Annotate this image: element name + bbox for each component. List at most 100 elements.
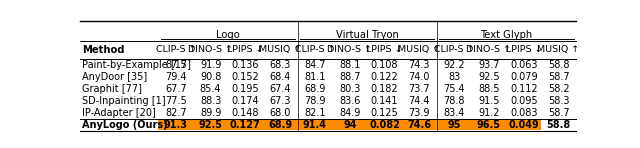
- Text: 83: 83: [448, 72, 460, 82]
- Text: 75.4: 75.4: [444, 84, 465, 94]
- Text: DINO-S ↑: DINO-S ↑: [467, 45, 511, 54]
- Text: 68.4: 68.4: [269, 72, 291, 82]
- Text: 91.5: 91.5: [478, 96, 500, 106]
- Text: 91.4: 91.4: [303, 120, 327, 130]
- Text: 90.8: 90.8: [200, 72, 221, 82]
- Text: 58.2: 58.2: [548, 84, 570, 94]
- Text: 80.3: 80.3: [339, 84, 360, 94]
- Text: DINO-S ↑: DINO-S ↑: [188, 45, 233, 54]
- Text: 89.9: 89.9: [200, 108, 221, 118]
- Text: 0.108: 0.108: [371, 60, 398, 70]
- Text: LPIPS ↓: LPIPS ↓: [366, 45, 403, 54]
- Text: 91.9: 91.9: [200, 60, 221, 70]
- Text: 92.5: 92.5: [198, 120, 223, 130]
- Bar: [298, 119, 332, 130]
- Text: 91.2: 91.2: [478, 108, 500, 118]
- Text: 0.136: 0.136: [232, 60, 259, 70]
- Text: MUSIQ ↑: MUSIQ ↑: [259, 45, 301, 54]
- Text: AnyLogo (Ours): AnyLogo (Ours): [82, 120, 168, 130]
- Text: 67.4: 67.4: [269, 84, 291, 94]
- Bar: [193, 119, 228, 130]
- Text: Virtual Tryon: Virtual Tryon: [336, 30, 399, 40]
- Text: Method: Method: [82, 45, 125, 55]
- Bar: [506, 119, 541, 130]
- Text: 0.125: 0.125: [371, 108, 399, 118]
- Text: 88.5: 88.5: [478, 84, 500, 94]
- Bar: [367, 119, 402, 130]
- Text: DINO-S ↑: DINO-S ↑: [327, 45, 372, 54]
- Text: Graphit [77]: Graphit [77]: [82, 84, 142, 94]
- Text: 0.174: 0.174: [232, 96, 259, 106]
- Text: 96.5: 96.5: [477, 120, 501, 130]
- Text: CLIP-S ↑: CLIP-S ↑: [156, 45, 196, 54]
- Text: 87.5: 87.5: [165, 60, 187, 70]
- Text: 0.063: 0.063: [510, 60, 538, 70]
- Text: 68.9: 68.9: [268, 120, 292, 130]
- Text: 92.2: 92.2: [444, 60, 465, 70]
- Text: 58.7: 58.7: [548, 108, 570, 118]
- Text: 0.122: 0.122: [371, 72, 399, 82]
- Text: 83.4: 83.4: [444, 108, 465, 118]
- Text: 67.7: 67.7: [165, 84, 187, 94]
- Text: SD-Inpainting [1]: SD-Inpainting [1]: [82, 96, 166, 106]
- Text: 0.148: 0.148: [232, 108, 259, 118]
- Text: 95: 95: [447, 120, 461, 130]
- Text: 0.112: 0.112: [510, 84, 538, 94]
- Text: LPIPS ↓: LPIPS ↓: [227, 45, 264, 54]
- Text: Paint-by-Example [17]: Paint-by-Example [17]: [82, 60, 191, 70]
- Text: IP-Adapter [20]: IP-Adapter [20]: [82, 108, 156, 118]
- Text: 77.5: 77.5: [165, 96, 187, 106]
- Text: 58.8: 58.8: [548, 60, 570, 70]
- Text: Logo: Logo: [216, 30, 240, 40]
- Text: 0.083: 0.083: [510, 108, 538, 118]
- Text: Text Glyph: Text Glyph: [480, 30, 532, 40]
- Text: 92.5: 92.5: [478, 72, 500, 82]
- Text: 88.7: 88.7: [339, 72, 360, 82]
- Text: 58.7: 58.7: [548, 72, 570, 82]
- Text: 82.1: 82.1: [304, 108, 326, 118]
- Text: 93.7: 93.7: [478, 60, 500, 70]
- Text: 0.195: 0.195: [232, 84, 259, 94]
- Text: 91.3: 91.3: [164, 120, 188, 130]
- Text: 88.1: 88.1: [339, 60, 360, 70]
- Text: 0.182: 0.182: [371, 84, 398, 94]
- Text: 0.152: 0.152: [232, 72, 259, 82]
- Text: 0.049: 0.049: [508, 120, 539, 130]
- Text: 0.127: 0.127: [230, 120, 260, 130]
- Text: 84.7: 84.7: [304, 60, 326, 70]
- Text: 67.3: 67.3: [269, 96, 291, 106]
- Text: 74.0: 74.0: [408, 72, 430, 82]
- Text: 0.079: 0.079: [510, 72, 538, 82]
- Bar: [402, 119, 436, 130]
- Text: 73.7: 73.7: [408, 84, 430, 94]
- Text: 85.4: 85.4: [200, 84, 221, 94]
- Text: 58.3: 58.3: [548, 96, 570, 106]
- Text: MUSIQ ↑: MUSIQ ↑: [398, 45, 440, 54]
- Text: 68.3: 68.3: [269, 60, 291, 70]
- Text: 58.8: 58.8: [547, 120, 571, 130]
- Bar: [228, 119, 263, 130]
- Bar: [263, 119, 298, 130]
- Text: 88.3: 88.3: [200, 96, 221, 106]
- Text: 84.9: 84.9: [339, 108, 360, 118]
- Text: CLIP-S ↑: CLIP-S ↑: [434, 45, 474, 54]
- Bar: [332, 119, 367, 130]
- Text: CLIP-S ↑: CLIP-S ↑: [295, 45, 335, 54]
- Text: LPIPS ↓: LPIPS ↓: [506, 45, 542, 54]
- Text: 82.7: 82.7: [165, 108, 187, 118]
- Text: 74.4: 74.4: [408, 96, 430, 106]
- Text: MUSIQ ↑: MUSIQ ↑: [538, 45, 580, 54]
- Bar: [436, 119, 472, 130]
- Text: 73.9: 73.9: [408, 108, 430, 118]
- Bar: [158, 119, 193, 130]
- Text: 0.095: 0.095: [510, 96, 538, 106]
- Text: 68.9: 68.9: [304, 84, 326, 94]
- Text: 68.0: 68.0: [269, 108, 291, 118]
- Text: 78.9: 78.9: [304, 96, 326, 106]
- Text: 79.4: 79.4: [165, 72, 186, 82]
- Text: 81.1: 81.1: [304, 72, 326, 82]
- Text: 74.3: 74.3: [408, 60, 430, 70]
- Text: 0.141: 0.141: [371, 96, 398, 106]
- Bar: [472, 119, 506, 130]
- Text: 78.8: 78.8: [444, 96, 465, 106]
